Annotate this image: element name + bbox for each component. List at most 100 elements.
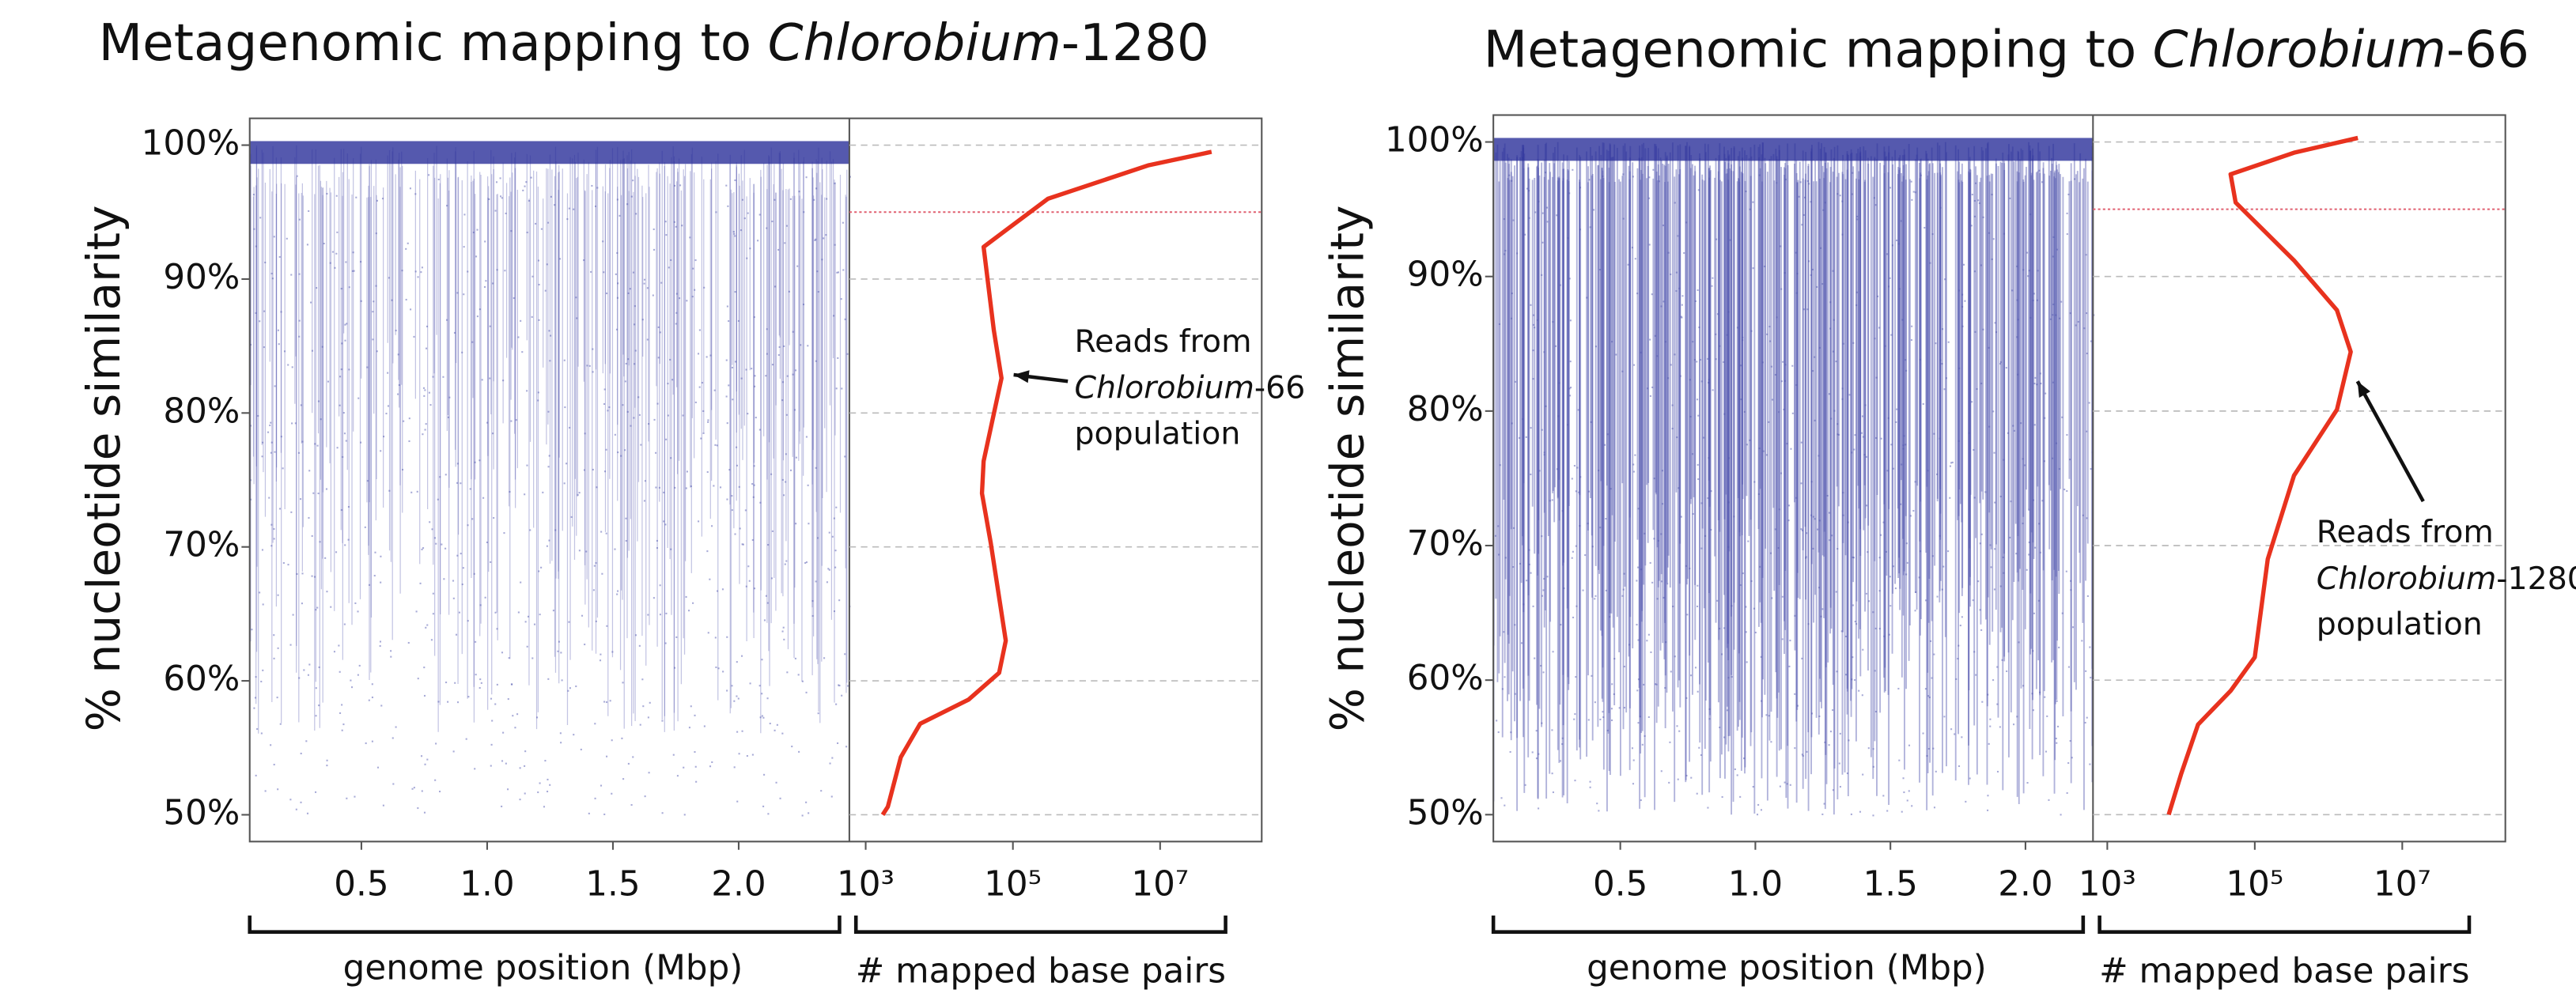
read-dot — [575, 685, 577, 688]
read-dot — [1674, 353, 1676, 356]
read-dot — [1637, 678, 1640, 681]
read-dot — [1802, 754, 1804, 757]
read-dot — [277, 329, 279, 331]
read-dot — [656, 402, 659, 405]
read-dot — [1842, 342, 1844, 345]
read-dot — [1609, 616, 1611, 618]
read-dot — [1781, 595, 1784, 598]
read-dot — [1708, 457, 1710, 459]
read-dot — [842, 221, 844, 224]
read-dot — [676, 775, 679, 777]
read-dot — [1762, 450, 1765, 452]
read-dot — [798, 750, 800, 753]
read-dot — [1586, 297, 1588, 299]
read-dot — [820, 790, 823, 792]
read-dot — [1836, 548, 1839, 550]
read-dot — [1561, 510, 1564, 512]
read-dot — [536, 716, 539, 719]
read-dot — [493, 516, 495, 519]
read-dot — [1599, 527, 1602, 529]
read-dot — [1736, 774, 1738, 776]
read-dot — [692, 602, 694, 604]
read-dot — [301, 440, 304, 443]
read-dot — [1557, 415, 1560, 417]
read-dot — [2013, 429, 2015, 432]
read-dot — [1651, 293, 1653, 296]
read-dot — [546, 545, 548, 547]
read-dot — [1535, 730, 1538, 732]
title-part: Chlorobium — [768, 13, 1061, 73]
bracket — [853, 915, 1227, 934]
title-part: Metagenomic mapping to — [1484, 20, 2153, 79]
read-dot — [1582, 589, 1584, 591]
read-dot — [1872, 748, 1874, 750]
read-dot — [1932, 747, 1935, 750]
read-dot — [776, 723, 778, 726]
read-dot — [1579, 476, 1582, 478]
read-dot — [504, 270, 506, 272]
read-dot — [769, 723, 771, 725]
read-dot — [1810, 481, 1813, 483]
read-dot — [664, 221, 667, 223]
read-dot — [744, 509, 747, 512]
read-dot — [578, 550, 581, 552]
read-dot — [1712, 277, 1714, 279]
read-dot — [290, 274, 293, 276]
read-dot — [1844, 635, 1847, 638]
read-dot — [1961, 325, 1964, 327]
read-dot — [753, 465, 755, 467]
read-dot — [1848, 394, 1851, 396]
read-dot — [460, 553, 462, 555]
read-dot — [583, 259, 585, 262]
read-dot — [1594, 701, 1596, 704]
read-dot — [726, 689, 728, 692]
read-dot — [625, 517, 627, 519]
read-dot — [601, 572, 603, 575]
read-dot — [1707, 497, 1709, 500]
read-dot — [526, 390, 528, 392]
read-dot — [634, 634, 637, 636]
read-dot — [794, 657, 796, 659]
read-dot — [381, 198, 384, 200]
read-dot — [269, 424, 271, 427]
read-dot — [2003, 232, 2005, 235]
read-dot — [1760, 809, 1763, 811]
read-dot — [1839, 785, 1841, 788]
read-dot — [326, 591, 328, 593]
read-dot — [1671, 427, 1674, 430]
read-dot — [1961, 616, 1963, 618]
read-dot — [1896, 240, 1898, 242]
read-dot — [740, 229, 743, 232]
read-dot — [732, 231, 735, 233]
read-dot — [401, 270, 403, 272]
x-tick-label: 0.5 — [1593, 864, 1647, 904]
read-dot — [661, 812, 664, 814]
read-dot — [1795, 383, 1798, 387]
read-dot — [1716, 599, 1719, 602]
read-dot — [2086, 352, 2088, 355]
read-dot — [2089, 763, 2091, 765]
read-dot — [664, 642, 667, 644]
read-dot — [2017, 319, 2019, 321]
read-dot — [345, 261, 347, 263]
read-dot — [411, 788, 414, 790]
read-dot — [665, 612, 668, 614]
read-dot — [615, 273, 617, 275]
read-dot — [1538, 200, 1540, 202]
read-dot — [1692, 341, 1694, 343]
read-dot — [351, 270, 354, 272]
read-dot — [702, 432, 705, 434]
read-dot — [837, 742, 839, 744]
read-dot — [804, 561, 807, 565]
read-dot — [741, 543, 743, 546]
read-dot — [1982, 328, 1984, 331]
read-dot — [537, 399, 539, 402]
read-dot — [1969, 777, 1971, 780]
read-dot — [1769, 552, 1772, 554]
read-dot — [1670, 273, 1672, 276]
read-dot — [524, 750, 527, 753]
read-dot — [2039, 372, 2041, 375]
read-dot — [492, 433, 494, 435]
read-dot — [805, 436, 808, 438]
read-dot — [757, 240, 759, 242]
